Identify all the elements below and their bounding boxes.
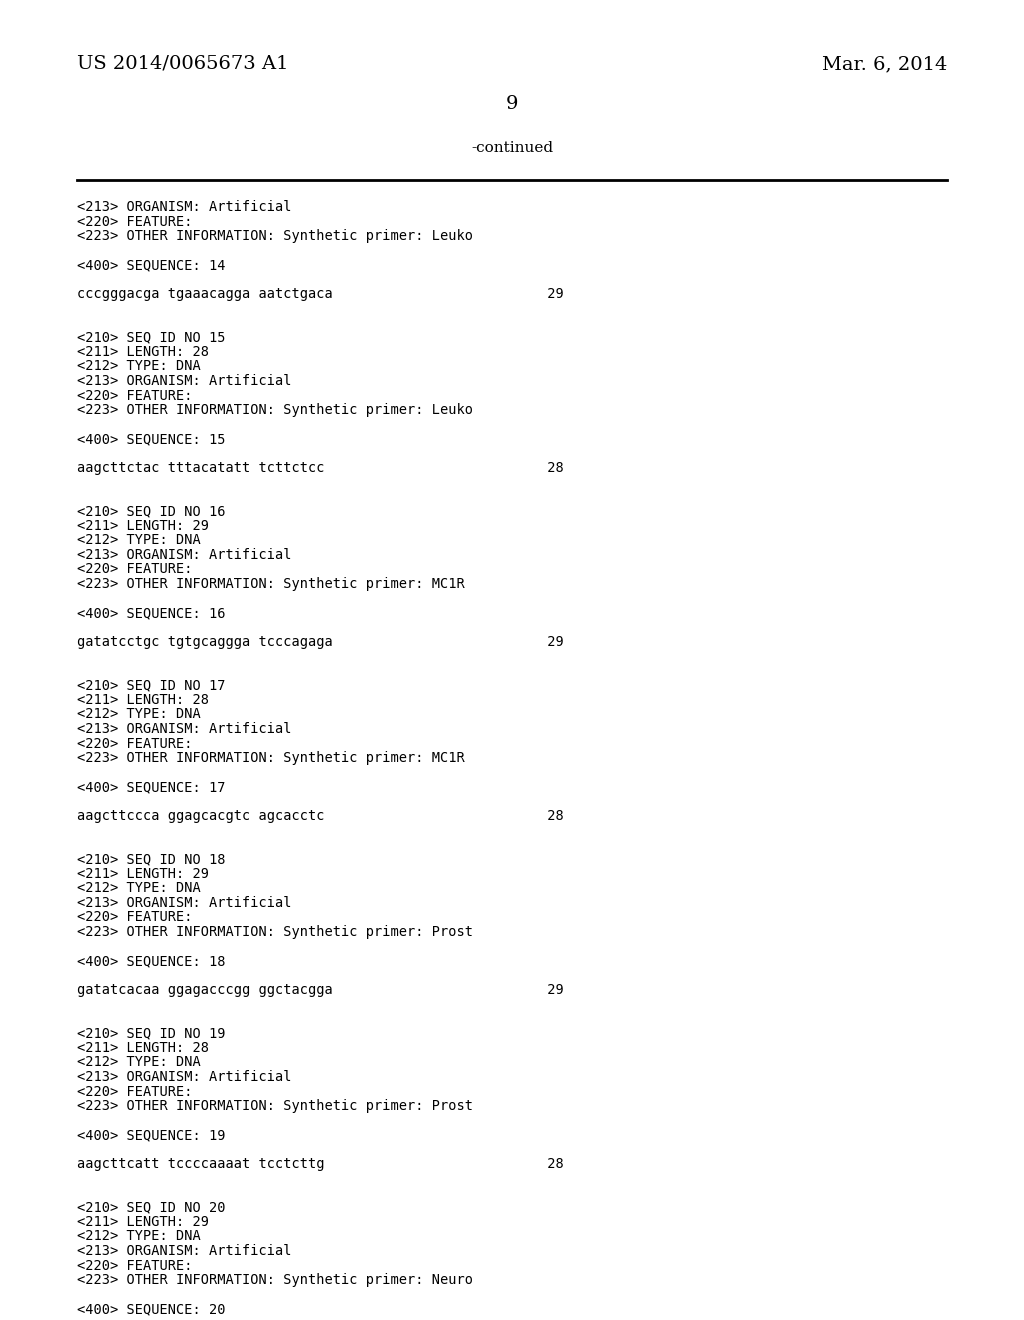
Text: <220> FEATURE:: <220> FEATURE: xyxy=(77,388,193,403)
Text: <400> SEQUENCE: 20: <400> SEQUENCE: 20 xyxy=(77,1302,225,1316)
Text: <223> OTHER INFORMATION: Synthetic primer: Leuko: <223> OTHER INFORMATION: Synthetic prime… xyxy=(77,403,473,417)
Text: <211> LENGTH: 29: <211> LENGTH: 29 xyxy=(77,867,209,880)
Text: <212> TYPE: DNA: <212> TYPE: DNA xyxy=(77,1056,201,1069)
Text: <210> SEQ ID NO 17: <210> SEQ ID NO 17 xyxy=(77,678,225,693)
Text: <223> OTHER INFORMATION: Synthetic primer: Neuro: <223> OTHER INFORMATION: Synthetic prime… xyxy=(77,1272,473,1287)
Text: <211> LENGTH: 28: <211> LENGTH: 28 xyxy=(77,345,209,359)
Text: <400> SEQUENCE: 18: <400> SEQUENCE: 18 xyxy=(77,954,225,968)
Text: <220> FEATURE:: <220> FEATURE: xyxy=(77,1085,193,1098)
Text: <400> SEQUENCE: 19: <400> SEQUENCE: 19 xyxy=(77,1129,225,1142)
Text: <400> SEQUENCE: 15: <400> SEQUENCE: 15 xyxy=(77,432,225,446)
Text: <400> SEQUENCE: 16: <400> SEQUENCE: 16 xyxy=(77,606,225,620)
Text: <210> SEQ ID NO 15: <210> SEQ ID NO 15 xyxy=(77,330,225,345)
Text: gatatcctgc tgtgcaggga tcccagaga                          29: gatatcctgc tgtgcaggga tcccagaga 29 xyxy=(77,635,563,649)
Text: <211> LENGTH: 29: <211> LENGTH: 29 xyxy=(77,519,209,533)
Text: gatatcacaa ggagacccgg ggctacgga                          29: gatatcacaa ggagacccgg ggctacgga 29 xyxy=(77,983,563,997)
Text: <211> LENGTH: 28: <211> LENGTH: 28 xyxy=(77,1041,209,1055)
Text: <220> FEATURE:: <220> FEATURE: xyxy=(77,1258,193,1272)
Text: <212> TYPE: DNA: <212> TYPE: DNA xyxy=(77,1229,201,1243)
Text: <213> ORGANISM: Artificial: <213> ORGANISM: Artificial xyxy=(77,1243,291,1258)
Text: <213> ORGANISM: Artificial: <213> ORGANISM: Artificial xyxy=(77,374,291,388)
Text: <213> ORGANISM: Artificial: <213> ORGANISM: Artificial xyxy=(77,201,291,214)
Text: -continued: -continued xyxy=(471,141,553,154)
Text: <212> TYPE: DNA: <212> TYPE: DNA xyxy=(77,708,201,722)
Text: <223> OTHER INFORMATION: Synthetic primer: Leuko: <223> OTHER INFORMATION: Synthetic prime… xyxy=(77,228,473,243)
Text: <212> TYPE: DNA: <212> TYPE: DNA xyxy=(77,359,201,374)
Text: <213> ORGANISM: Artificial: <213> ORGANISM: Artificial xyxy=(77,548,291,562)
Text: <223> OTHER INFORMATION: Synthetic primer: Prost: <223> OTHER INFORMATION: Synthetic prime… xyxy=(77,925,473,939)
Text: <210> SEQ ID NO 18: <210> SEQ ID NO 18 xyxy=(77,853,225,866)
Text: <211> LENGTH: 29: <211> LENGTH: 29 xyxy=(77,1214,209,1229)
Text: 9: 9 xyxy=(506,95,518,114)
Text: <223> OTHER INFORMATION: Synthetic primer: MC1R: <223> OTHER INFORMATION: Synthetic prime… xyxy=(77,751,465,766)
Text: <223> OTHER INFORMATION: Synthetic primer: Prost: <223> OTHER INFORMATION: Synthetic prime… xyxy=(77,1100,473,1113)
Text: <220> FEATURE:: <220> FEATURE: xyxy=(77,911,193,924)
Text: aagcttctac tttacatatt tcttctcc                           28: aagcttctac tttacatatt tcttctcc 28 xyxy=(77,461,563,475)
Text: <210> SEQ ID NO 19: <210> SEQ ID NO 19 xyxy=(77,1027,225,1040)
Text: <223> OTHER INFORMATION: Synthetic primer: MC1R: <223> OTHER INFORMATION: Synthetic prime… xyxy=(77,577,465,591)
Text: <210> SEQ ID NO 20: <210> SEQ ID NO 20 xyxy=(77,1200,225,1214)
Text: <220> FEATURE:: <220> FEATURE: xyxy=(77,737,193,751)
Text: <212> TYPE: DNA: <212> TYPE: DNA xyxy=(77,882,201,895)
Text: <220> FEATURE:: <220> FEATURE: xyxy=(77,562,193,577)
Text: <400> SEQUENCE: 17: <400> SEQUENCE: 17 xyxy=(77,780,225,795)
Text: <213> ORGANISM: Artificial: <213> ORGANISM: Artificial xyxy=(77,1071,291,1084)
Text: <212> TYPE: DNA: <212> TYPE: DNA xyxy=(77,533,201,548)
Text: <211> LENGTH: 28: <211> LENGTH: 28 xyxy=(77,693,209,708)
Text: aagcttccca ggagcacgtc agcacctc                           28: aagcttccca ggagcacgtc agcacctc 28 xyxy=(77,809,563,822)
Text: <220> FEATURE:: <220> FEATURE: xyxy=(77,214,193,228)
Text: aagcttcatt tccccaaaat tcctcttg                           28: aagcttcatt tccccaaaat tcctcttg 28 xyxy=(77,1158,563,1171)
Text: <210> SEQ ID NO 16: <210> SEQ ID NO 16 xyxy=(77,504,225,519)
Text: <400> SEQUENCE: 14: <400> SEQUENCE: 14 xyxy=(77,257,225,272)
Text: Mar. 6, 2014: Mar. 6, 2014 xyxy=(822,55,947,73)
Text: cccgggacga tgaaacagga aatctgaca                          29: cccgggacga tgaaacagga aatctgaca 29 xyxy=(77,286,563,301)
Text: <213> ORGANISM: Artificial: <213> ORGANISM: Artificial xyxy=(77,896,291,909)
Text: US 2014/0065673 A1: US 2014/0065673 A1 xyxy=(77,55,289,73)
Text: <213> ORGANISM: Artificial: <213> ORGANISM: Artificial xyxy=(77,722,291,737)
